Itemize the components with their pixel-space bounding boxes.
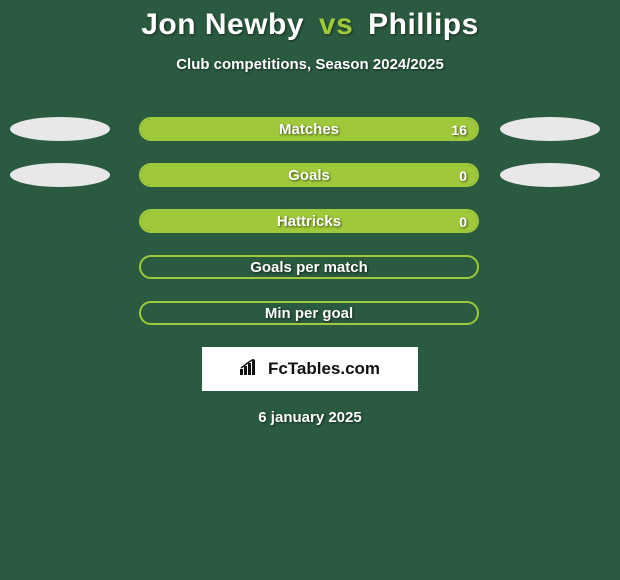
- left-ellipse: [10, 117, 110, 141]
- stat-row: Min per goal: [0, 301, 620, 325]
- stat-label: Min per goal: [141, 303, 477, 323]
- stat-row: Matches16: [0, 117, 620, 141]
- date-text: 6 january 2025: [0, 409, 620, 426]
- right-ellipse: [500, 117, 600, 141]
- stat-row: Goals per match: [0, 255, 620, 279]
- stat-bar-fill: [141, 119, 477, 139]
- stat-bar-fill: [141, 211, 477, 231]
- stat-bar: Goals per match: [139, 255, 479, 279]
- stat-bar: Hattricks0: [139, 209, 479, 233]
- stat-bar: Goals0: [139, 163, 479, 187]
- subtitle: Club competitions, Season 2024/2025: [0, 56, 620, 73]
- stat-label: Goals per match: [141, 257, 477, 277]
- title-vs: vs: [319, 8, 353, 41]
- logo-box: FcTables.com: [202, 347, 418, 391]
- title-row: Jon Newby vs Phillips: [0, 0, 620, 42]
- stat-rows: Matches16 Goals0 Hattricks0 Goals per match…: [0, 117, 620, 325]
- left-ellipse: [10, 163, 110, 187]
- player2-name: Phillips: [368, 8, 479, 41]
- stat-row: Hattricks0: [0, 209, 620, 233]
- player1-name: Jon Newby: [141, 8, 304, 41]
- stat-row: Goals0: [0, 163, 620, 187]
- bar-chart-icon: [240, 359, 262, 380]
- right-ellipse: [500, 163, 600, 187]
- stat-bar: Min per goal: [139, 301, 479, 325]
- comparison-infographic: Jon Newby vs Phillips Club competitions,…: [0, 0, 620, 426]
- logo-text: FcTables.com: [268, 359, 380, 379]
- stat-bar-fill: [141, 165, 477, 185]
- stat-bar: Matches16: [139, 117, 479, 141]
